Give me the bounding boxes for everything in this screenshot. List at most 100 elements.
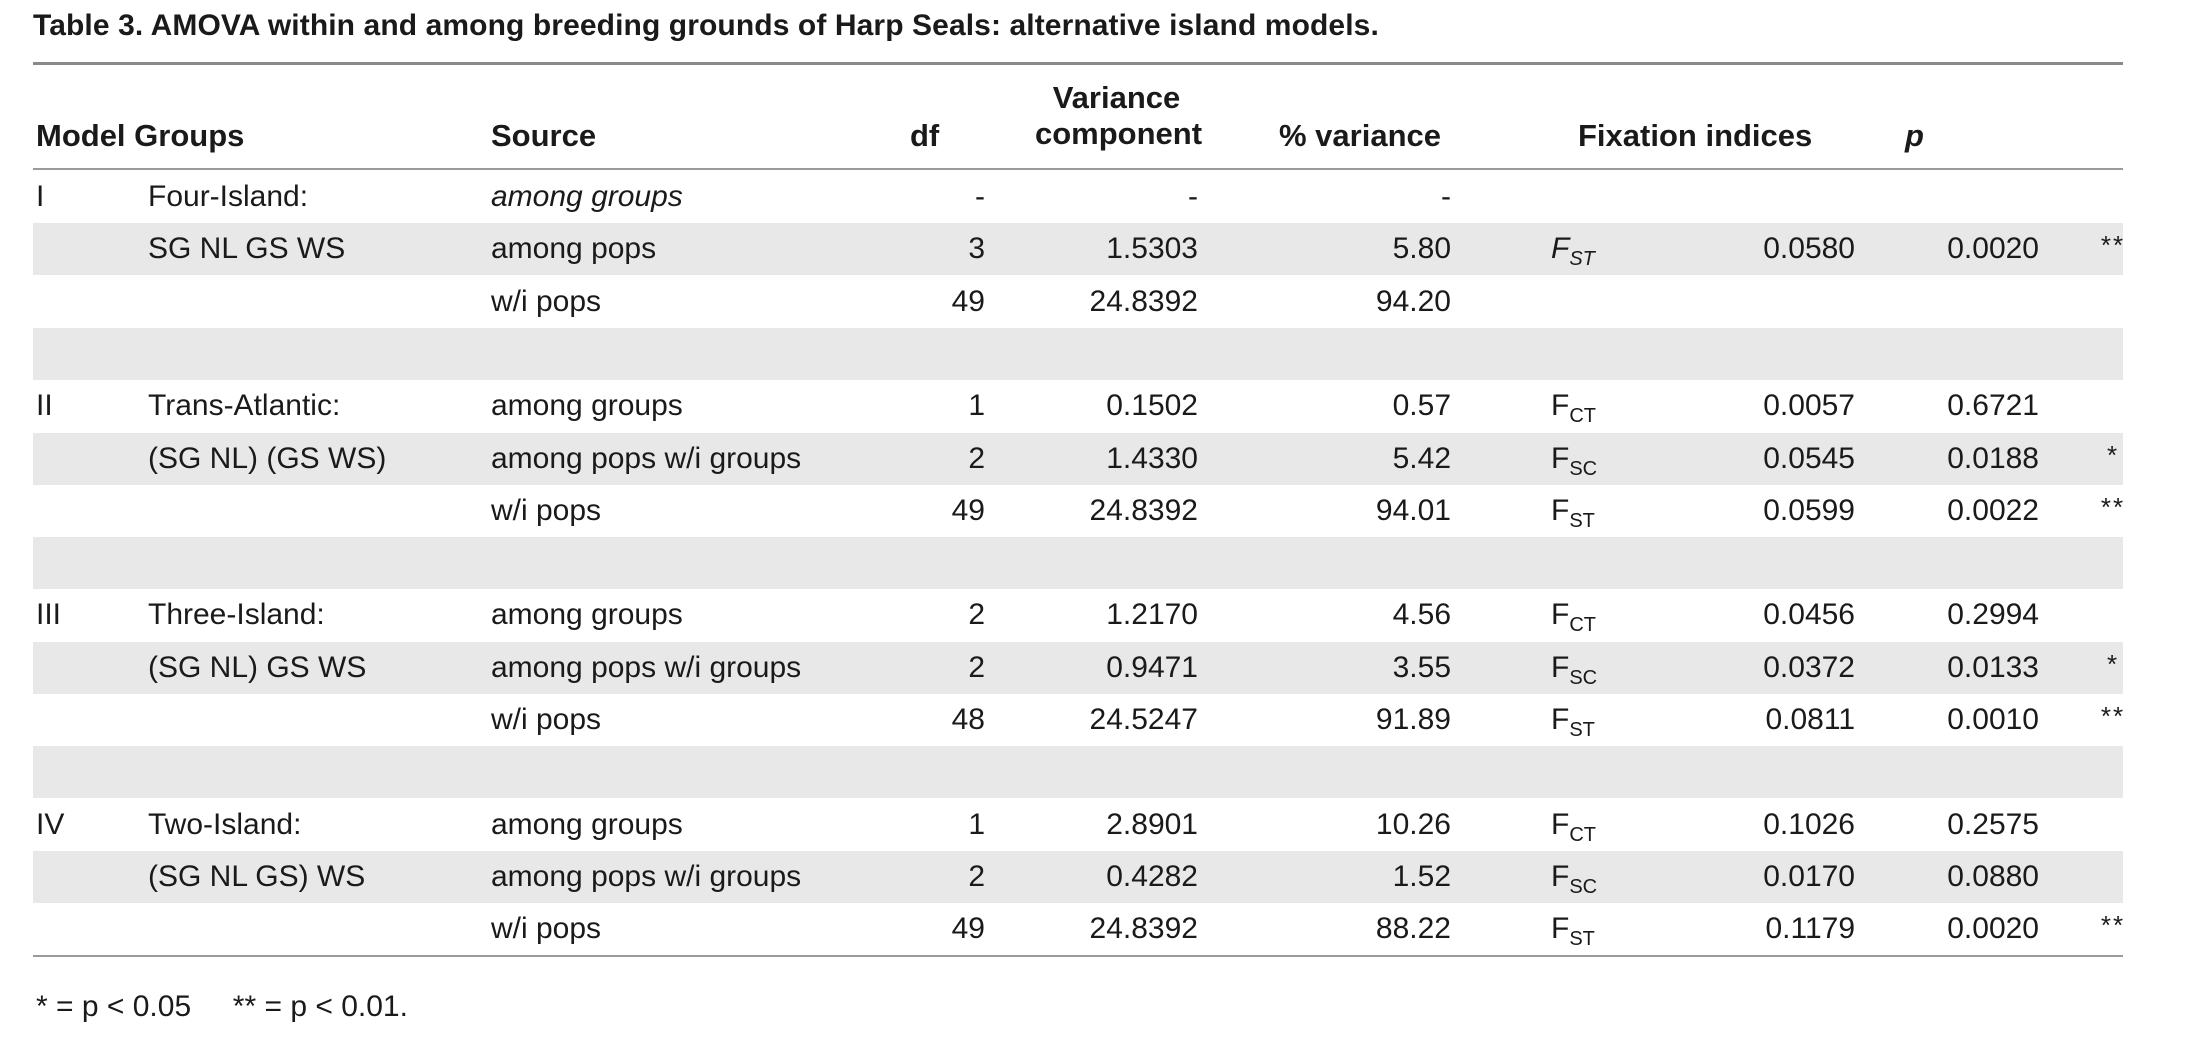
table-row: IV Two-Island: among groups 1 2.8901 10.26 FCT… bbox=[33, 799, 2123, 851]
cell-variance-component: 1.5303 bbox=[1106, 232, 1198, 266]
cell-fixation-value bbox=[1633, 171, 1855, 223]
cell-df: 1 bbox=[968, 807, 985, 841]
top-rule bbox=[33, 62, 2123, 65]
cell-source: among pops bbox=[491, 232, 657, 266]
cell-source: w/i pops bbox=[491, 493, 602, 527]
cell-fixation-value: 0.0580 bbox=[1763, 232, 1855, 266]
cell-df: 2 bbox=[968, 650, 985, 684]
cell-variance-component: 1.4330 bbox=[1106, 441, 1198, 475]
cell-fixation-value: 0.1179 bbox=[1765, 912, 1855, 946]
cell-significance: ** bbox=[2100, 491, 2126, 522]
cell-df: 48 bbox=[951, 703, 985, 736]
cell-variance-component: 0.1502 bbox=[1106, 389, 1198, 423]
cell-pct-variance: 94.20 bbox=[1375, 284, 1451, 318]
cell-significance: ** bbox=[2100, 701, 2126, 731]
cell-fixation-value: 0.0599 bbox=[1763, 493, 1855, 527]
cell-source: w/i pops bbox=[491, 912, 602, 946]
cell-variance-component: 0.9471 bbox=[1106, 650, 1198, 684]
cell-pct-variance bbox=[1233, 746, 1451, 798]
cell-fixation-index: FCT bbox=[1551, 799, 1596, 851]
cell-significance bbox=[2083, 171, 2143, 223]
cell-fixation-index: FST bbox=[1551, 903, 1595, 955]
cell-model: III bbox=[36, 598, 62, 632]
cell-fixation-value bbox=[1633, 328, 1855, 380]
cell-fixation-value: 0.0456 bbox=[1763, 598, 1855, 632]
cell-p-value: 0.0022 bbox=[1947, 493, 2039, 527]
fixation-index-base: F bbox=[1551, 598, 1570, 632]
header-pct-variance: % variance bbox=[1279, 118, 1441, 153]
table-row: w/i pops 49 24.8392 94.20 bbox=[33, 276, 2123, 328]
cell-significance: ** bbox=[2100, 910, 2126, 941]
cell-source: among pops w/i groups bbox=[491, 650, 802, 684]
cell-variance-component: - bbox=[1188, 180, 1198, 213]
cell-variance-component: 24.5247 bbox=[1089, 703, 1198, 736]
cell-source: among groups bbox=[491, 389, 683, 423]
cell-fixation-value bbox=[1633, 276, 1855, 328]
cell-fixation-index: FST bbox=[1551, 223, 1595, 275]
cell-pct-variance: 5.42 bbox=[1392, 441, 1451, 475]
cell-group: (SG NL) (GS WS) bbox=[148, 441, 387, 475]
cell-fixation-value: 0.1026 bbox=[1763, 807, 1855, 841]
header-p: p bbox=[1905, 118, 1924, 153]
table-row: I Four-Island: among groups - - - bbox=[33, 171, 2123, 223]
cell-fixation-value bbox=[1633, 537, 1855, 589]
fixation-index-subscript: ST bbox=[1569, 509, 1595, 532]
header-df: df bbox=[910, 118, 940, 153]
cell-p-value: 0.6721 bbox=[1947, 389, 2039, 423]
cell-fixation-index: FCT bbox=[1551, 589, 1596, 641]
fixation-index-subscript: CT bbox=[1569, 823, 1596, 846]
cell-pct-variance: - bbox=[1441, 180, 1451, 213]
cell-pct-variance: 1.52 bbox=[1392, 859, 1451, 893]
fixation-index-base: F bbox=[1551, 650, 1570, 684]
cell-significance bbox=[2083, 380, 2143, 432]
header-rule bbox=[33, 168, 2123, 170]
cell-variance-component bbox=[1033, 746, 1198, 798]
cell-p-value bbox=[1863, 171, 2039, 223]
cell-source: among groups bbox=[491, 180, 683, 213]
fixation-index-subscript: ST bbox=[1569, 719, 1595, 741]
fixation-index-subscript: SC bbox=[1569, 457, 1598, 480]
cell-fixation-value: 0.0811 bbox=[1765, 703, 1855, 736]
cell-df bbox=[853, 328, 985, 380]
cell-p-value: 0.0020 bbox=[1947, 912, 2039, 946]
fixation-index-subscript: ST bbox=[1569, 248, 1595, 271]
cell-group: Two-Island: bbox=[148, 807, 302, 841]
table-row: (SG NL) GS WS among pops w/i groups 2 0.947… bbox=[33, 641, 2123, 694]
cell-df: 49 bbox=[951, 912, 985, 946]
header-variance-component: Variance component bbox=[1035, 80, 1202, 182]
cell-p-value: 0.0880 bbox=[1947, 859, 2039, 893]
cell-variance-component: 1.2170 bbox=[1106, 598, 1198, 632]
fixation-index-base: F bbox=[1551, 389, 1570, 423]
cell-df: 49 bbox=[951, 493, 985, 527]
cell-p-value: 0.2575 bbox=[1947, 807, 2039, 841]
cell-p-value: 0.0010 bbox=[1947, 703, 2039, 736]
table-row: w/i pops 49 24.8392 88.22 FST 0.1179 0.0020 ** bbox=[33, 903, 2123, 955]
table-title: Table 3. AMOVA within and among breeding… bbox=[33, 9, 1379, 42]
cell-p-value bbox=[1863, 746, 2039, 798]
cell-pct-variance: 0.57 bbox=[1392, 389, 1451, 423]
cell-significance: ** bbox=[2100, 230, 2126, 261]
cell-df: 2 bbox=[968, 598, 985, 632]
cell-model: II bbox=[36, 389, 53, 423]
fixation-index-base: F bbox=[1551, 912, 1570, 946]
cell-p-value: 0.0133 bbox=[1947, 650, 2039, 684]
fixation-index-base: F bbox=[1551, 232, 1570, 266]
cell-group: Four-Island: bbox=[148, 180, 309, 213]
table-row: (SG NL GS) WS among pops w/i groups 2 0.428… bbox=[33, 850, 2123, 903]
footnote: * = p < 0.05 ** = p < 0.01. bbox=[36, 990, 408, 1023]
cell-source: among groups bbox=[491, 807, 683, 841]
cell-pct-variance: 4.56 bbox=[1392, 598, 1451, 632]
bottom-rule bbox=[33, 955, 2123, 957]
cell-significance bbox=[2083, 537, 2143, 589]
cell-df: 1 bbox=[968, 389, 985, 423]
cell-source: among groups bbox=[491, 598, 683, 632]
cell-df: - bbox=[975, 180, 985, 213]
cell-df bbox=[853, 746, 985, 798]
cell-group: (SG NL GS) WS bbox=[148, 859, 366, 893]
cell-variance-component bbox=[1033, 537, 1198, 589]
header-variance-line1: Variance bbox=[1052, 80, 1181, 115]
cell-p-value bbox=[1863, 328, 2039, 380]
cell-significance bbox=[2083, 276, 2143, 328]
cell-variance-component: 24.8392 bbox=[1089, 912, 1198, 946]
cell-df: 49 bbox=[951, 284, 985, 318]
